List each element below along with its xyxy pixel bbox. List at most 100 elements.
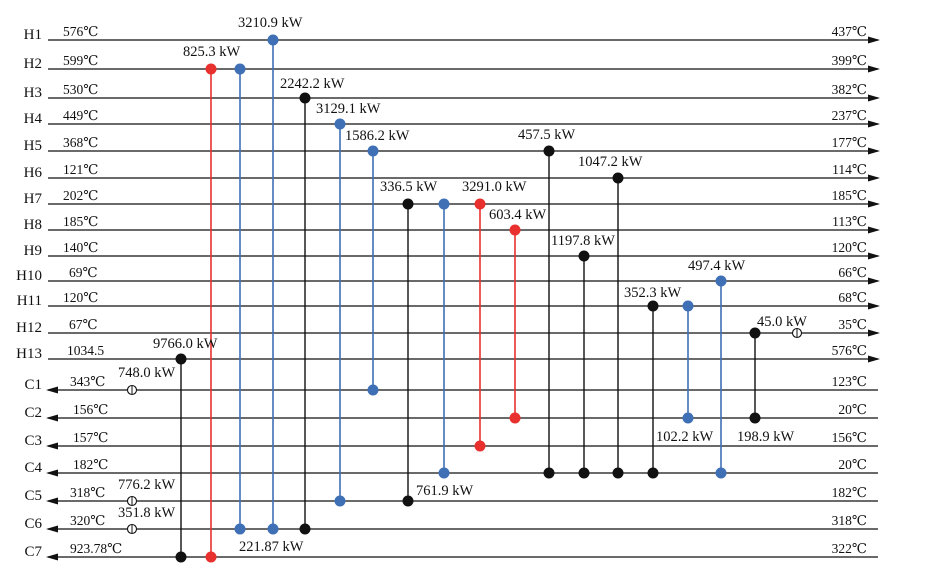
exchanger-duty-label: 825.3 kW [183, 44, 241, 60]
exchanger-node-cold [715, 467, 727, 479]
exchanger-duty-label: 761.9 kW [416, 483, 474, 499]
exchanger-node-hot [438, 198, 450, 210]
stream-label-h7: H7 [24, 191, 43, 207]
inlet-temperature: 343℃ [70, 374, 105, 389]
exchanger-node-cold [402, 495, 414, 507]
exchanger-node-cold [234, 523, 246, 535]
exchanger-h9-c4[interactable] [578, 250, 590, 479]
outlet-temperature: 177℃ [832, 135, 867, 150]
exchanger-h13-c7[interactable] [175, 353, 187, 563]
stream-label-h1: H1 [24, 27, 42, 43]
utility-duty-label: 351.8 kW [118, 505, 176, 521]
exchanger-h5-c1[interactable] [367, 145, 379, 396]
exchanger-node-cold [612, 467, 624, 479]
exchanger-node-cold [647, 467, 659, 479]
exchanger-duty-label: 352.3 kW [624, 285, 682, 301]
exchanger-node-hot [474, 198, 486, 210]
stream-label-h12: H12 [16, 320, 42, 336]
utility-c5[interactable] [126, 495, 138, 507]
exchanger-h4-c5[interactable] [334, 118, 346, 507]
inlet-temperature: 140℃ [63, 240, 98, 255]
exchanger-h10-c4[interactable] [715, 275, 727, 479]
exchanger-h2-c7[interactable] [205, 63, 217, 563]
outlet-temperature: 437℃ [832, 24, 867, 39]
outlet-temperature: 576℃ [832, 343, 867, 358]
exchanger-h7-c4[interactable] [438, 198, 450, 479]
exchanger-node-hot [175, 353, 187, 365]
exchanger-h7-c5[interactable] [402, 198, 414, 507]
exchanger-node-hot [367, 145, 379, 157]
cold-flow-arrow-icon [46, 442, 58, 450]
exchanger-node-cold [175, 551, 187, 563]
cold-flow-arrow-icon [46, 497, 58, 505]
inlet-temperature: 320℃ [70, 513, 105, 528]
outlet-temperature: 156℃ [832, 430, 867, 445]
utility-c6[interactable] [126, 523, 138, 535]
hot-flow-arrow-icon [868, 200, 880, 208]
outlet-temperature: 113℃ [832, 214, 867, 229]
exchanger-duty-label: 497.4 kW [688, 258, 746, 274]
outlet-temperature: 20℃ [838, 402, 867, 417]
utility-c1[interactable] [126, 384, 138, 396]
cold-flow-arrow-icon [46, 469, 58, 477]
exchanger-node-hot [543, 145, 555, 157]
exchanger-duty-label: 603.4 kW [489, 207, 547, 223]
cold-flow-arrow-icon [46, 414, 58, 422]
exchanger-duty-label: 1047.2 kW [578, 154, 643, 170]
exchanger-duty-label: 9766.0 kW [153, 336, 218, 352]
cold-flow-arrow-icon [46, 525, 58, 533]
inlet-temperature: 449℃ [63, 108, 98, 123]
exchanger-node-cold [543, 467, 555, 479]
exchanger-h3-c6[interactable] [299, 92, 311, 535]
inlet-temperature: 1034.5 [67, 343, 104, 358]
exchanger-h8-c2[interactable] [509, 224, 521, 424]
exchanger-duty-label: 102.2 kW [656, 429, 714, 445]
stream-label-c5: C5 [24, 488, 42, 504]
stream-label-h2: H2 [24, 56, 42, 72]
inlet-temperature: 923.78℃ [70, 541, 122, 556]
inlet-temperature: 69℃ [69, 265, 98, 280]
exchanger-duty-label: 3291.0 kW [462, 179, 527, 195]
inlet-temperature: 120℃ [63, 290, 98, 305]
exchanger-duty-label: 3210.9 kW [238, 15, 303, 31]
outlet-temperature: 318℃ [832, 513, 867, 528]
exchanger-node-cold [438, 467, 450, 479]
outlet-temperature: 382℃ [832, 82, 867, 97]
exchanger-h1-c6[interactable] [267, 34, 279, 535]
stream-label-c2: C2 [24, 405, 42, 421]
exchanger-node-cold [578, 467, 590, 479]
exchanger-h2-c6[interactable] [234, 63, 246, 535]
cold-flow-arrow-icon [46, 553, 58, 561]
stream-label-h4: H4 [24, 111, 43, 127]
stream-label-h13: H13 [16, 346, 42, 362]
outlet-temperature: 68℃ [838, 290, 867, 305]
utility-h12[interactable] [791, 327, 803, 339]
outlet-temperature: 182℃ [832, 485, 867, 500]
outlet-temperature: 35℃ [838, 317, 867, 332]
hot-flow-arrow-icon [868, 226, 880, 234]
outlet-temperature: 123℃ [832, 374, 867, 389]
exchanger-node-hot [612, 172, 624, 184]
exchanger-h12-c2[interactable] [749, 327, 761, 424]
exchanger-node-hot [299, 92, 311, 104]
outlet-temperature: 399℃ [832, 53, 867, 68]
exchanger-h11-c4[interactable] [647, 300, 659, 479]
stream-label-h8: H8 [24, 217, 42, 233]
exchanger-h11-c2[interactable] [682, 300, 694, 424]
outlet-temperature: 237℃ [832, 108, 867, 123]
exchanger-h6-c4[interactable] [612, 172, 624, 479]
outlet-temperature: 66℃ [838, 265, 867, 280]
exchanger-duty-label: 2242.2 kW [280, 76, 345, 92]
stream-lines [46, 36, 880, 561]
utility-exchangers [126, 327, 803, 535]
exchanger-node-hot [578, 250, 590, 262]
outlet-temperature: 322℃ [832, 541, 867, 556]
exchanger-node-hot [267, 34, 279, 46]
exchanger-h5-c4[interactable] [543, 145, 555, 479]
hot-flow-arrow-icon [868, 302, 880, 310]
exchanger-node-cold [749, 412, 761, 424]
utility-duty-label: 748.0 kW [118, 365, 176, 381]
exchanger-node-hot [205, 63, 217, 75]
exchanger-duty-label: 1586.2 kW [345, 128, 410, 144]
exchanger-h7-c3[interactable] [474, 198, 486, 452]
